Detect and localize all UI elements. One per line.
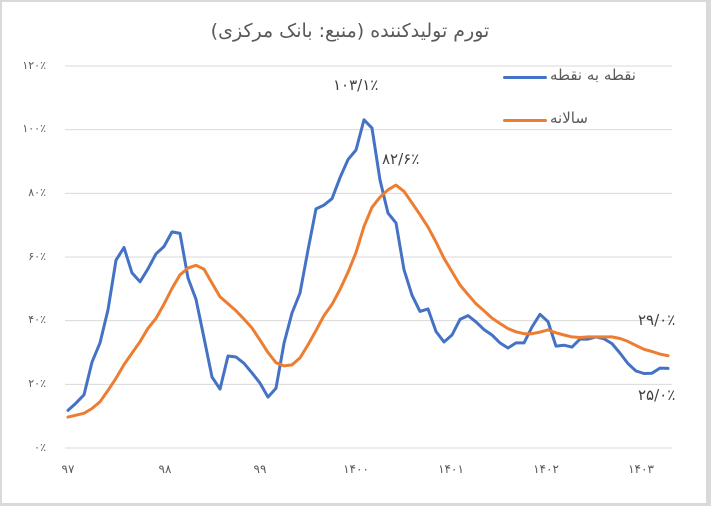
series-line-annual: [66, 183, 670, 419]
y-tick-label: ۱۰۰٪: [22, 122, 46, 135]
legend-swatch-blue: [503, 76, 547, 79]
y-tick-label: ۰٪: [34, 441, 46, 454]
x-tick-label: ۹۹: [253, 462, 267, 476]
x-tick-label: ۱۴۰۰: [343, 462, 369, 476]
x-tick-label: ۱۴۰۳: [628, 462, 654, 476]
legend-item-point-to-point: نقطه به نقطه: [503, 66, 653, 88]
annotation-orange-last: ۲۹/۰٪: [638, 311, 676, 329]
x-tick-label: ۹۸: [158, 462, 172, 476]
annotation-orange-peak: ۸۲/۶٪: [382, 150, 420, 168]
y-tick-label: ۶۰٪: [28, 250, 46, 263]
legend-label: نقطه به نقطه: [550, 66, 636, 84]
y-tick-label: ۴۰٪: [28, 313, 46, 326]
legend-label: سالانه: [550, 109, 588, 127]
y-tick-label: ۸۰٪: [28, 186, 46, 199]
x-tick-label: ۱۴۰۲: [533, 462, 559, 476]
x-tick-label: ۱۴۰۱: [438, 462, 464, 476]
legend-item-annual: سالانه: [503, 109, 653, 131]
gridlines: [65, 65, 672, 449]
legend-swatch-orange: [503, 119, 547, 122]
x-tick-label: ۹۷: [61, 462, 75, 476]
chart-title: تورم تولیدکننده (منبع: بانک مرکزی): [210, 20, 490, 42]
y-tick-label: ۱۲۰٪: [22, 59, 46, 72]
y-tick-label: ۲۰٪: [28, 377, 46, 390]
annotation-blue-peak: ۱۰۳/۱٪: [333, 76, 379, 94]
series-line-point-to-point: [66, 118, 670, 412]
annotation-blue-last: ۲۵/۰٪: [638, 386, 676, 404]
